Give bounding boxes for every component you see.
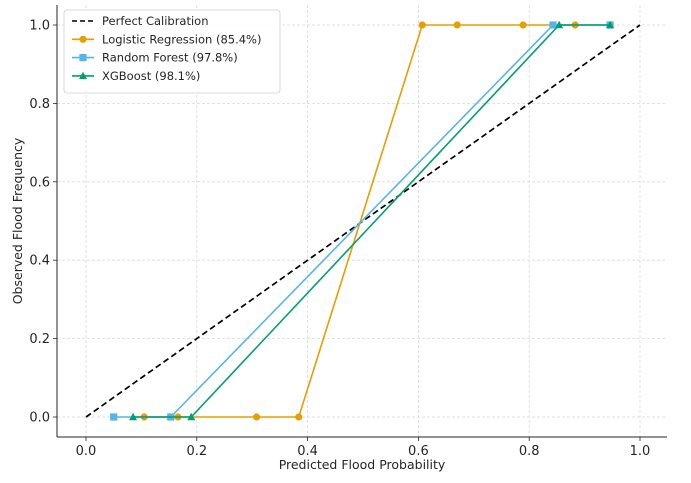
x-tick-label: 0.2 (186, 444, 207, 459)
y-tick-label: 1.0 (29, 19, 50, 34)
series-line (85, 24, 641, 418)
y-tick-label: 0.4 (29, 254, 50, 269)
series-layer (85, 20, 641, 421)
legend-item: XGBoost (98.1%) (72, 69, 200, 83)
legend-marker (79, 71, 87, 80)
data-point (555, 20, 564, 29)
legend-label: Perfect Calibration (102, 14, 209, 28)
data-point (418, 21, 426, 29)
axes: 0.0 0.2 0.4 0.6 0.8 1.0 0.0 0.2 0.4 0.6 0.8 1.0 (29, 5, 667, 459)
legend: Perfect Calibration Logistic Regression (… (63, 9, 281, 94)
x-axis-label: Predicted Flood Probability (279, 457, 446, 472)
legend-item: Logistic Regression (85.4%) (72, 32, 261, 46)
series-0 (85, 24, 641, 418)
legend-marker (79, 54, 87, 62)
data-point (549, 21, 557, 29)
data-point (295, 413, 303, 421)
x-tick-label: 0.0 (76, 444, 97, 459)
series-3 (129, 20, 615, 421)
data-point (519, 21, 527, 29)
data-point (453, 21, 461, 29)
x-tick-label: 0.8 (519, 444, 540, 459)
y-axis-label: Observed Flood Frequency (10, 137, 25, 304)
data-point (129, 412, 138, 421)
legend-label: Logistic Regression (85.4%) (102, 32, 261, 46)
data-point (110, 413, 118, 421)
y-tick-label: 0.6 (29, 175, 50, 190)
series-line (133, 24, 611, 418)
x-tick-label: 0.4 (297, 444, 318, 459)
legend-marker (79, 35, 87, 43)
legend-item: Random Forest (97.8%) (72, 51, 238, 65)
data-point (187, 412, 196, 421)
legend-item: Perfect Calibration (72, 14, 209, 28)
y-tick-label: 0.0 (29, 411, 50, 426)
data-point (606, 20, 615, 29)
legend-box (63, 9, 281, 94)
x-tick-label: 0.6 (408, 444, 429, 459)
data-point (253, 413, 261, 421)
x-tick-label: 1.0 (630, 444, 651, 459)
y-tick-label: 0.2 (29, 332, 50, 347)
y-tick-label: 0.8 (29, 97, 50, 112)
legend-label: XGBoost (98.1%) (102, 69, 200, 83)
legend-label: Random Forest (97.8%) (102, 51, 238, 65)
